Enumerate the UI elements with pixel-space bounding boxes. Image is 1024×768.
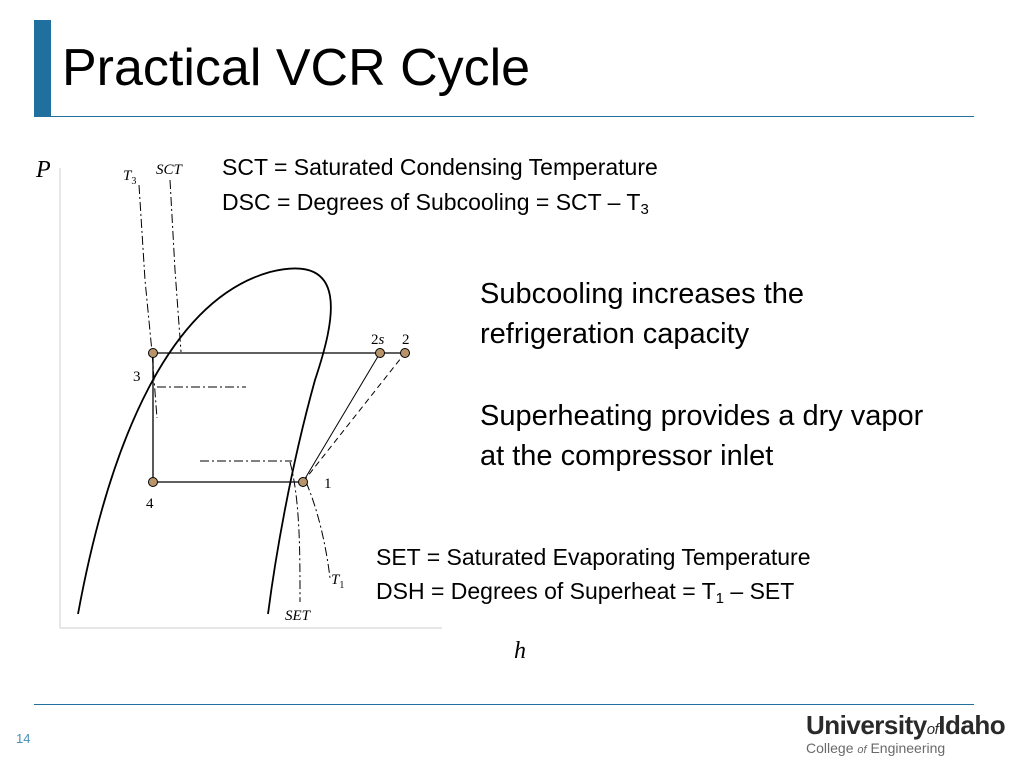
- title-accent-bar: [34, 20, 51, 116]
- dsc-definition: DSC = Degrees of Subcooling = SCT – T3: [222, 189, 649, 218]
- y-axis-label: P: [35, 157, 51, 183]
- state-point-3: [148, 348, 158, 358]
- logo-wordmark: UniversityofIdaho: [806, 710, 1006, 740]
- logo-college-line: College of Engineering: [806, 740, 946, 756]
- state-point-2: [400, 348, 410, 358]
- set-label: SET: [285, 608, 312, 624]
- state-label-3: 3: [133, 369, 141, 385]
- sct-label: SCT: [156, 162, 184, 178]
- slide-title: Practical VCR Cycle: [62, 39, 531, 97]
- superheating-note: Superheating provides a dry vapor at the…: [480, 400, 924, 472]
- isentropic-compression-line: [302, 352, 381, 483]
- x-axis-label: h: [514, 638, 526, 664]
- state-label-4: 4: [146, 496, 154, 512]
- isotherm-t3: [138, 184, 158, 419]
- t1-label: T1: [331, 572, 344, 591]
- state-label-2: 2: [402, 332, 410, 348]
- saturation-dome: [77, 267, 332, 615]
- university-logo: UniversityofIdaho College of Engineering: [806, 710, 1016, 764]
- dsh-definition: DSH = Degrees of Superheat = T1 – SET: [376, 578, 795, 607]
- state-point-4: [148, 477, 158, 487]
- subcooling-note: Subcooling increases the refrigeration c…: [480, 278, 805, 350]
- page-number: 14: [16, 731, 31, 746]
- state-point-2s: [375, 348, 385, 358]
- sct-definition: SCT = Saturated Condensing Temperature: [222, 154, 658, 180]
- state-point-1: [298, 477, 308, 487]
- state-label-1: 1: [324, 476, 332, 492]
- t3-label: T3: [123, 168, 136, 187]
- footer-divider: [34, 704, 974, 705]
- isotherm-set: [289, 461, 301, 603]
- isotherm-t1: [305, 481, 331, 579]
- isotherm-sct: [169, 179, 182, 353]
- set-definition: SET = Saturated Evaporating Temperature: [376, 544, 811, 570]
- state-label-2s: 2s: [371, 332, 385, 348]
- actual-compression-line: [302, 352, 406, 483]
- title-divider: [34, 116, 974, 117]
